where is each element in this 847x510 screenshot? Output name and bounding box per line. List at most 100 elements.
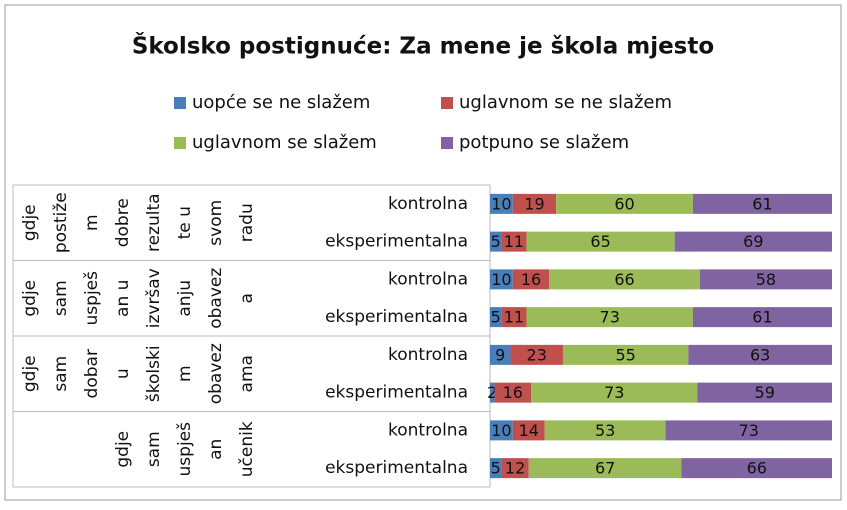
value-label: 60 (614, 194, 634, 213)
bar-segment (490, 382, 495, 403)
bar-segment (490, 458, 502, 479)
bar-segment (692, 307, 832, 328)
bar-segment (490, 420, 513, 441)
value-label: 11 (504, 308, 524, 327)
value-label: 2 (487, 383, 497, 402)
value-label: 53 (595, 421, 615, 440)
bar-segment (490, 307, 502, 328)
value-label: 19 (524, 194, 544, 213)
group-label: an u (113, 280, 133, 317)
value-label: 67 (595, 459, 615, 478)
value-label: 10 (491, 270, 511, 289)
legend-label: uopće se ne slažem (192, 92, 370, 113)
value-label: 14 (519, 421, 539, 440)
value-label: 55 (615, 345, 635, 364)
category-label: kontrolna (388, 269, 468, 289)
group-label: sam (51, 280, 71, 316)
legend-marker (441, 97, 453, 109)
bar-segment (512, 420, 545, 441)
group-label: gdje (113, 431, 133, 468)
group-label: svom (206, 200, 226, 246)
bar-segment (674, 231, 832, 252)
group-label: obavez (206, 343, 226, 404)
group-label: u (113, 368, 133, 379)
group-label: rezulta (144, 193, 164, 252)
chart-title: Školsko postignuće: Za mene je škola mje… (132, 32, 714, 60)
legend-marker (174, 97, 186, 109)
bar-segment (501, 231, 527, 252)
bar-segment (490, 344, 511, 365)
value-label: 61 (752, 194, 772, 213)
group-label: dobre (113, 198, 133, 247)
legend-label: uglavnom se ne slažem (459, 92, 672, 113)
group-label: m (175, 365, 195, 382)
group-label: gdje (20, 204, 40, 241)
value-label: 12 (505, 459, 525, 478)
value-label: 5 (491, 308, 501, 327)
category-label: eksperimentalna (325, 458, 468, 478)
value-label: 9 (495, 345, 505, 364)
bar-segment (490, 269, 513, 290)
bar-segment (494, 382, 532, 403)
bar-segment (697, 382, 832, 403)
value-label: 5 (491, 232, 501, 251)
value-label: 66 (614, 270, 634, 289)
bar-segment (692, 193, 832, 214)
value-label: 16 (503, 383, 523, 402)
bar-segment (510, 344, 563, 365)
group-label: anju (175, 280, 195, 317)
value-label: 23 (527, 345, 547, 364)
legend-marker (174, 137, 186, 149)
bar-segment (681, 458, 832, 479)
value-label: 65 (590, 232, 610, 251)
bar-segment (531, 382, 698, 403)
bar-segment (556, 193, 693, 214)
value-label: 5 (491, 459, 501, 478)
bar-segment (501, 458, 529, 479)
legend-label: uglavnom se slažem (192, 132, 377, 153)
bar-segment (528, 458, 682, 479)
category-label: eksperimentalna (325, 232, 468, 252)
group-label: an (206, 439, 226, 460)
group-label: obavez (206, 268, 226, 329)
category-label: kontrolna (388, 194, 468, 214)
bar-segment (549, 269, 700, 290)
chart-frame (4, 4, 842, 501)
value-label: 61 (752, 308, 772, 327)
bar-segment (526, 307, 693, 328)
group-label: gdje (20, 355, 40, 392)
value-label: 10 (491, 194, 511, 213)
group-label: ama (237, 355, 257, 392)
value-label: 11 (504, 232, 524, 251)
bar-segment (512, 193, 557, 214)
category-label: eksperimentalna (325, 383, 468, 403)
group-label: radu (237, 203, 257, 242)
group-label: izvršav (144, 268, 164, 328)
bar-segment (665, 420, 832, 441)
category-label: kontrolna (388, 345, 468, 365)
group-label: sam (51, 356, 71, 392)
group-label: učenik (237, 421, 257, 477)
category-label: eksperimentalna (325, 307, 468, 327)
group-label: uspješ (82, 271, 102, 326)
category-label: kontrolna (388, 420, 468, 440)
bar-segment (544, 420, 666, 441)
legend-marker (441, 137, 453, 149)
value-label: 73 (739, 421, 759, 440)
value-label: 16 (521, 270, 541, 289)
value-label: 59 (755, 383, 775, 402)
bar-segment (490, 193, 513, 214)
value-label: 69 (743, 232, 763, 251)
group-label: dobar (82, 349, 102, 398)
value-label: 73 (604, 383, 624, 402)
bar-segment (526, 231, 675, 252)
value-label: 66 (747, 459, 767, 478)
group-label: te u (175, 206, 195, 239)
bar-segment (512, 269, 550, 290)
bar-segment (501, 307, 527, 328)
group-label: a (237, 293, 257, 303)
group-label: gdje (20, 280, 40, 317)
group-label: školski (144, 345, 164, 402)
value-label: 73 (600, 308, 620, 327)
